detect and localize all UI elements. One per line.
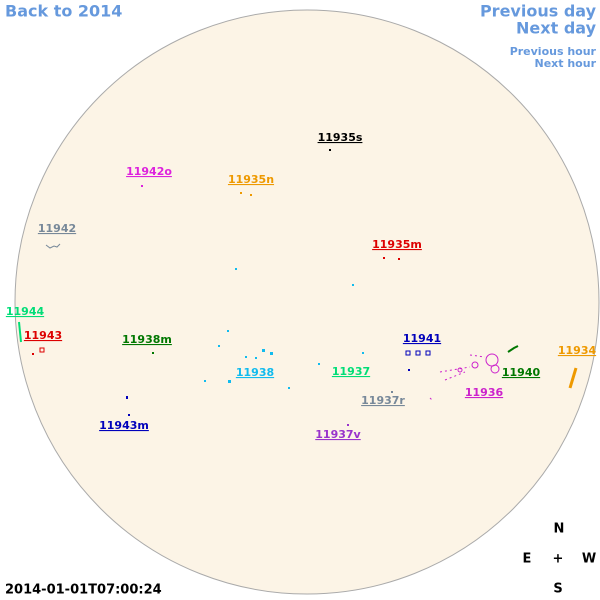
timestamp: 2014-01-01T07:00:24 xyxy=(5,583,162,598)
compass-south: S xyxy=(553,582,562,597)
region-label[interactable]: 11938 xyxy=(236,366,274,379)
spots-other xyxy=(18,149,578,426)
next-hour-link[interactable]: Next hour xyxy=(535,57,597,70)
spots xyxy=(204,268,364,389)
region-label[interactable]: 11934 xyxy=(558,344,597,357)
region-label[interactable]: 11937 xyxy=(332,365,370,378)
compass-north: N xyxy=(554,522,565,537)
region-label[interactable]: 11942 xyxy=(38,222,76,235)
region-label[interactable]: 11944 xyxy=(6,305,45,318)
region-label[interactable]: 11943m xyxy=(99,419,149,432)
region-label[interactable]: 11937v xyxy=(315,428,361,441)
previous-hour-link[interactable]: Previous hour xyxy=(510,45,597,58)
region-label[interactable]: 11943 xyxy=(24,329,62,342)
region-label[interactable]: 11937r xyxy=(361,394,405,407)
region-label[interactable]: 11935s xyxy=(318,131,363,144)
compass-east: E xyxy=(523,552,532,567)
region-label[interactable]: 11935m xyxy=(372,238,422,251)
region-label[interactable]: 11942o xyxy=(126,165,172,178)
region-label[interactable]: 11938m xyxy=(122,333,172,346)
back-link[interactable]: Back to 2014 xyxy=(5,2,122,21)
previous-day-link[interactable]: Previous day xyxy=(480,2,597,21)
region-label[interactable]: 11936 xyxy=(465,386,504,399)
solar-disk xyxy=(14,9,600,595)
region-label[interactable]: 11940 xyxy=(502,366,541,379)
compass-west: W xyxy=(582,552,596,567)
region-label[interactable]: 11941 xyxy=(403,332,441,345)
next-day-link[interactable]: Next day xyxy=(516,19,597,38)
region-label[interactable]: 11935n xyxy=(228,173,274,186)
compass-center: + xyxy=(553,552,564,567)
